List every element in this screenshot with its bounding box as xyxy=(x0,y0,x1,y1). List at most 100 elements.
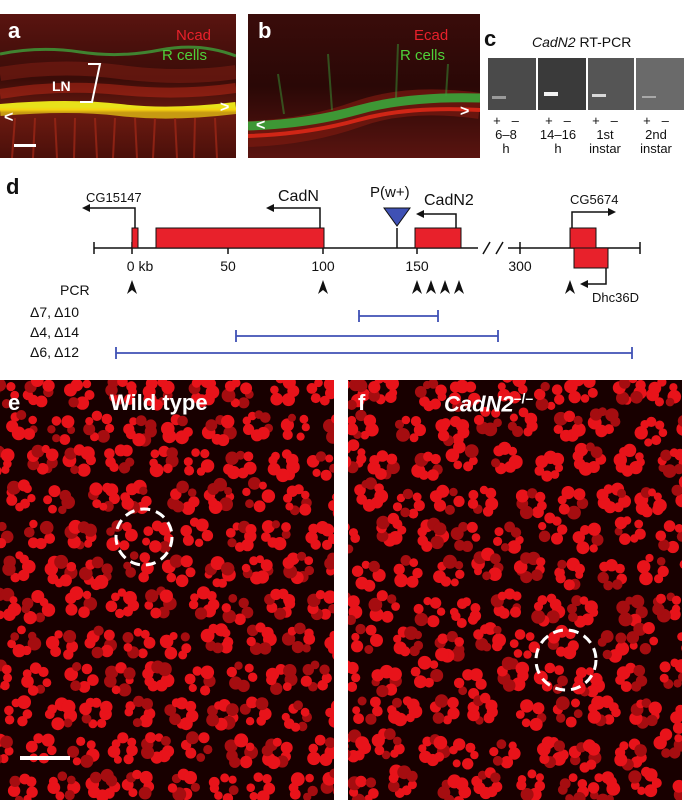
rhabdomere-spot xyxy=(290,772,305,787)
rhabdomere-spot xyxy=(26,786,38,798)
rhabdomere-spot xyxy=(206,713,220,727)
rhabdomere-spot xyxy=(393,641,407,655)
rhabdomere-spot xyxy=(577,779,588,789)
rhabdomere-spot xyxy=(348,743,349,749)
lane-1-plus: + xyxy=(493,113,501,128)
rhabdomere-spot xyxy=(6,382,16,392)
rhabdomere-spot xyxy=(299,414,309,424)
rhabdomere-spot xyxy=(132,433,146,447)
rhabdomere-spot xyxy=(462,758,474,770)
rhabdomere-spot xyxy=(605,408,619,422)
rhabdomere-spot xyxy=(0,680,10,691)
rhabdomere-spot xyxy=(310,660,320,670)
rhabdomere-spot xyxy=(666,540,679,554)
rhabdomere-spot xyxy=(283,594,296,606)
rhabdomere-spot xyxy=(10,572,21,583)
rhabdomere-spot xyxy=(679,560,682,569)
rhabdomere-spot xyxy=(88,719,98,729)
rhabdomere-spot xyxy=(430,669,444,682)
rhabdomere-spot xyxy=(429,597,442,609)
rhabdomere-spot xyxy=(461,597,472,607)
rhabdomere-spot xyxy=(482,506,494,517)
rhabdomere-spot xyxy=(48,504,57,514)
rhabdomere-spot xyxy=(568,773,578,782)
rhabdomere-spot xyxy=(262,774,272,784)
rhabdomere-spot xyxy=(124,393,135,405)
rhabdomere-spot xyxy=(368,597,383,612)
rhabdomere-spot xyxy=(455,777,469,791)
rhabdomere-spot xyxy=(635,452,644,461)
rhabdomere-spot xyxy=(315,590,326,600)
rhabdomere-spot xyxy=(325,454,334,463)
rhabdomere-spot xyxy=(575,667,587,679)
rhabdomere-spot xyxy=(30,380,44,387)
rhabdomere-spot xyxy=(300,675,312,687)
rhabdomere-spot xyxy=(468,489,479,500)
rhabdomere-spot xyxy=(348,750,360,763)
rhabdomere-spot xyxy=(224,487,233,495)
rhabdomere-spot xyxy=(600,630,614,643)
rhabdomere-spot xyxy=(212,578,222,588)
rhabdomere-spot xyxy=(631,681,642,692)
rhabdomere-spot xyxy=(129,551,139,560)
rhabdomere-spot xyxy=(325,707,334,718)
rhabdomere-spot xyxy=(48,485,61,498)
rhabdomere-spot xyxy=(229,676,243,690)
rhabdomere-spot xyxy=(63,630,77,643)
rhabdomere-spot xyxy=(33,733,44,744)
rhabdomere-spot xyxy=(320,469,332,481)
rhabdomere-spot xyxy=(81,663,93,675)
rhabdomere-spot xyxy=(221,414,235,429)
rhabdomere-spot xyxy=(35,395,48,408)
rhabdomere-spot xyxy=(571,595,583,607)
panel-f-micrograph: f CadN2–/– xyxy=(348,380,682,800)
rhabdomere-spot xyxy=(509,413,518,422)
rhabdomere-spot xyxy=(567,505,581,520)
rhabdomere-spot xyxy=(568,612,578,622)
rhabdomere-spot xyxy=(85,417,94,426)
rhabdomere-spot xyxy=(450,578,459,587)
rhabdomere-spot xyxy=(655,420,665,430)
rhabdomere-spot xyxy=(658,428,668,437)
rhabdomere-spot xyxy=(145,380,158,390)
rhabdomere-spot xyxy=(248,411,257,421)
rhabdomere-spot xyxy=(508,391,521,404)
rhabdomere-spot xyxy=(648,701,662,715)
rhabdomere-spot xyxy=(355,775,367,788)
rhabdomere-spot xyxy=(58,505,67,515)
rhabdomere-spot xyxy=(271,520,280,529)
rhabdomere-spot xyxy=(539,753,550,765)
rhabdomere-spot xyxy=(447,697,459,709)
rhabdomere-spot xyxy=(80,754,94,768)
rhabdomere-spot xyxy=(82,380,92,389)
rhabdomere-spot xyxy=(234,661,243,670)
rhabdomere-spot xyxy=(27,494,36,503)
rhabdomere-spot xyxy=(372,568,386,582)
rhabdomere-spot xyxy=(390,749,399,758)
rhabdomere-spot xyxy=(97,430,110,443)
rhabdomere-spot xyxy=(67,775,76,785)
rhabdomere-spot xyxy=(553,424,563,434)
rhabdomere-spot xyxy=(6,494,18,506)
rhabdomere-spot xyxy=(180,632,190,642)
rhabdomere-spot xyxy=(10,632,19,641)
rhabdomere-spot xyxy=(261,489,276,503)
rhabdomere-spot xyxy=(583,380,596,388)
rhabdomere-spot xyxy=(467,498,479,509)
rhabdomere-spot xyxy=(17,716,28,727)
rhabdomere-spot xyxy=(348,749,351,759)
rhabdomere-spot xyxy=(490,553,501,565)
rhabdomere-spot xyxy=(1,664,12,675)
rhabdomere-spot xyxy=(54,630,63,639)
rhabdomere-spot xyxy=(141,698,153,710)
rhabdomere-spot xyxy=(124,528,138,542)
rhabdomere-spot xyxy=(368,390,380,402)
rhabdomere-spot xyxy=(381,750,391,760)
rhabdomere-spot xyxy=(41,603,56,617)
rhabdomere-spot xyxy=(574,563,585,575)
rhabdomere-spot xyxy=(370,633,383,647)
rhabdomere-spot xyxy=(587,782,600,794)
rhabdomere-spot xyxy=(177,415,188,427)
rhabdomere-spot xyxy=(434,694,449,708)
rhabdomere-spot xyxy=(166,572,177,583)
